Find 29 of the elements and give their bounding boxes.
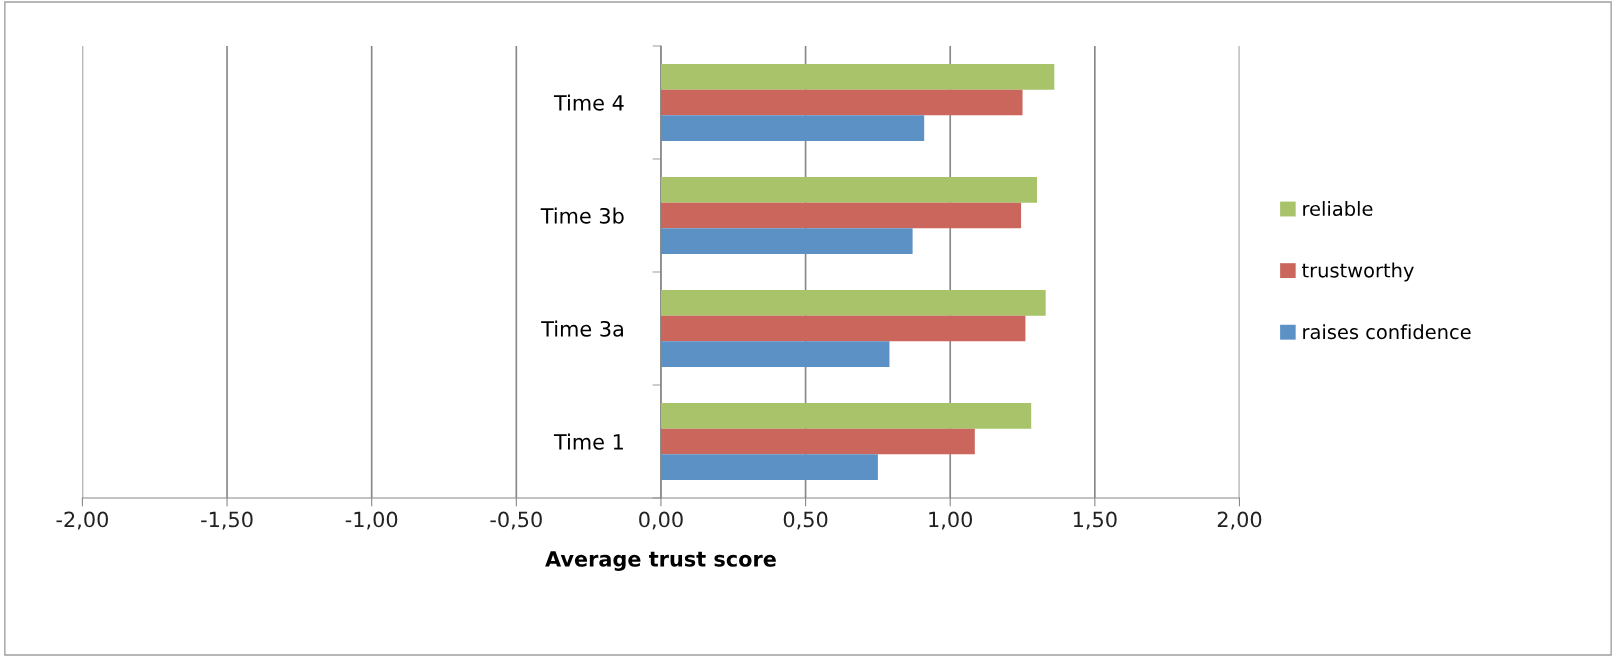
x-tick-label: -2,00 bbox=[56, 511, 108, 530]
x-axis-title: Average trust score bbox=[545, 551, 776, 571]
x-tick-label: 2,00 bbox=[1217, 511, 1262, 530]
legend-label: reliable bbox=[1303, 200, 1373, 217]
bar bbox=[660, 290, 1046, 316]
bar bbox=[660, 315, 1026, 342]
bar bbox=[660, 403, 1032, 429]
x-tick-label: -1,50 bbox=[201, 511, 253, 530]
bar bbox=[660, 202, 1022, 229]
x-tick-label: 1,50 bbox=[1073, 511, 1117, 530]
bar bbox=[660, 64, 1055, 90]
legend-label: trustworthy bbox=[1302, 262, 1414, 282]
bar bbox=[660, 341, 890, 367]
y-tick-label: Time 4 bbox=[553, 94, 624, 111]
x-tick-label: -1,00 bbox=[345, 511, 398, 530]
bar bbox=[660, 428, 975, 455]
x-tick-label: 0,50 bbox=[783, 511, 828, 530]
bar bbox=[660, 228, 913, 254]
bar bbox=[660, 115, 925, 141]
bar bbox=[660, 89, 1023, 116]
x-tick-label: 0,00 bbox=[639, 511, 683, 530]
x-tick-label: 1,00 bbox=[929, 511, 973, 530]
bar bbox=[660, 177, 1037, 203]
bar bbox=[660, 454, 878, 480]
y-tick-label: Time 1 bbox=[553, 433, 623, 450]
x-tick-label: -0,50 bbox=[490, 511, 542, 530]
y-tick-label: Time 3b bbox=[540, 207, 624, 224]
legend-label: raises confidence bbox=[1303, 324, 1471, 340]
y-tick-label: Time 3a bbox=[541, 320, 623, 337]
